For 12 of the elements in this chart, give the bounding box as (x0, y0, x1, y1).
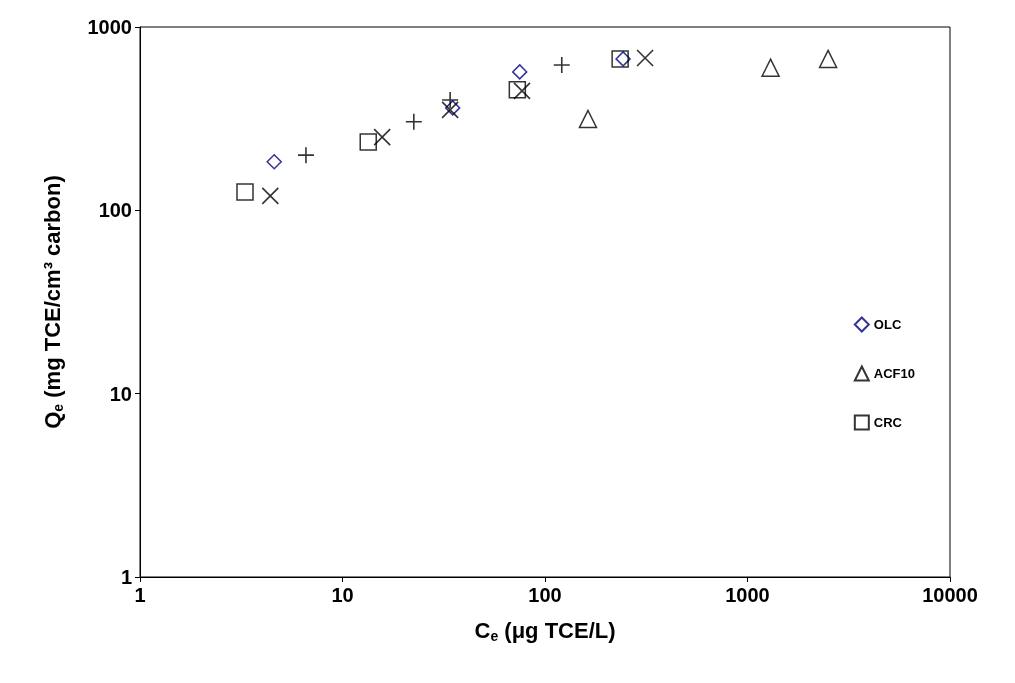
legend-label: OLC (873, 317, 902, 332)
legend-label: ACF10 (873, 366, 916, 381)
legend-label: CRC (873, 415, 903, 430)
y-tick-label: 100 (98, 199, 132, 222)
x-tick-label: 10000 (922, 584, 978, 606)
y-tick-label: 1 (120, 566, 132, 588)
x-tick-label: 1 (134, 584, 146, 606)
y-tick-label: 10 (109, 382, 132, 405)
x-tick-label: 1000 (725, 584, 770, 606)
x-tick-label: 10 (331, 584, 354, 606)
y-tick-label: 1000 (87, 16, 132, 38)
x-tick-label: 100 (528, 584, 562, 606)
